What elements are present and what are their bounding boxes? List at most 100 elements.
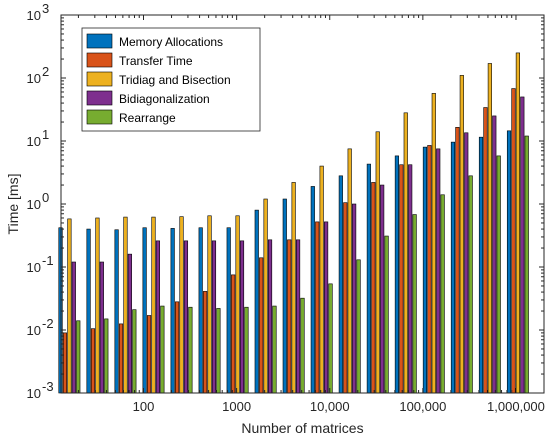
y-tick-exponent: 2 [42,64,49,79]
bar [114,229,119,394]
bar [76,320,81,394]
bar [267,239,273,394]
y-tick-label: 10 [27,8,41,23]
bar [179,216,184,394]
bar [123,216,128,394]
bar [487,63,492,394]
bar [343,202,348,394]
bar [371,182,376,394]
bar [511,88,516,394]
bar [483,107,488,394]
y-tick-label: 10 [27,323,41,338]
y-tick-label: 10 [27,134,41,149]
bar [146,315,152,394]
bar [86,228,91,394]
bar [315,221,320,394]
legend-entry: Bidiagonalization [119,92,210,106]
bar [291,182,296,394]
y-tick-label: 10 [27,197,41,212]
legend-entry: Tridiag and Bisection [119,73,231,87]
bar [183,240,189,394]
bar [338,175,343,394]
bar [170,228,175,394]
bar [207,215,212,394]
bar [203,291,208,394]
bar [431,93,436,394]
bar [422,146,428,394]
y-tick-exponent: -1 [42,253,54,268]
bar [478,136,484,394]
bar [310,186,315,394]
bar [198,227,203,394]
bar [287,239,292,394]
bar [226,227,231,394]
legend-entry: Transfer Time [119,54,193,68]
bar [515,52,520,394]
bar [216,308,221,394]
bar [403,112,408,394]
bar [155,240,160,394]
bar [440,194,445,394]
bar [394,155,399,394]
bar [71,261,76,394]
bar [231,274,236,394]
bar [263,198,268,394]
bar [272,305,277,394]
bar [300,297,305,394]
x-tick-label: 1000 [222,399,251,414]
legend-swatch [86,109,113,125]
bar [239,240,245,394]
x-axis: 100 1000 10,000 100,000 1,000,000 [77,15,545,414]
y-tick-exponent: 3 [42,1,49,16]
legend: Memory Allocations Transfer Time Tridiag a… [81,27,261,132]
bar [151,216,156,394]
bar [375,131,380,394]
bar [352,203,357,394]
bar [235,215,240,394]
y-tick-label: 10 [27,71,41,86]
x-tick-label: 10,000 [310,399,350,414]
bar [366,163,371,394]
legend-entry: Rearrange [119,111,176,125]
bar [380,184,385,394]
bar [175,301,180,394]
legend-swatch [86,90,113,106]
bar [347,148,352,394]
y-tick-exponent: -3 [42,379,54,394]
legend-swatch [86,52,113,68]
bar [356,259,361,394]
bar [436,148,441,394]
bar [464,132,469,394]
bar [450,141,456,394]
y-tick-exponent: 0 [42,190,49,205]
bar [259,257,264,394]
bar [520,96,525,394]
bar [459,75,464,394]
bar [118,323,124,394]
bar [295,239,301,394]
bar [90,328,96,394]
bar [160,305,165,394]
bar [412,214,417,394]
bar [254,209,259,394]
bar [104,318,109,394]
bar [127,253,132,394]
x-tick-label: 100,000 [399,399,446,414]
bar [324,221,329,394]
bar [399,164,404,394]
bar [492,115,497,394]
bar [408,164,413,394]
bar [496,155,501,394]
x-tick-label: 100 [133,399,155,414]
legend-swatch [86,33,113,49]
bar [506,130,512,394]
legend-swatch [86,71,113,87]
bar [99,261,104,394]
bar [132,309,137,394]
bar [455,127,460,394]
bar [211,240,217,394]
legend-entry: Memory Allocations [119,35,223,49]
y-tick-exponent: -2 [42,316,54,331]
